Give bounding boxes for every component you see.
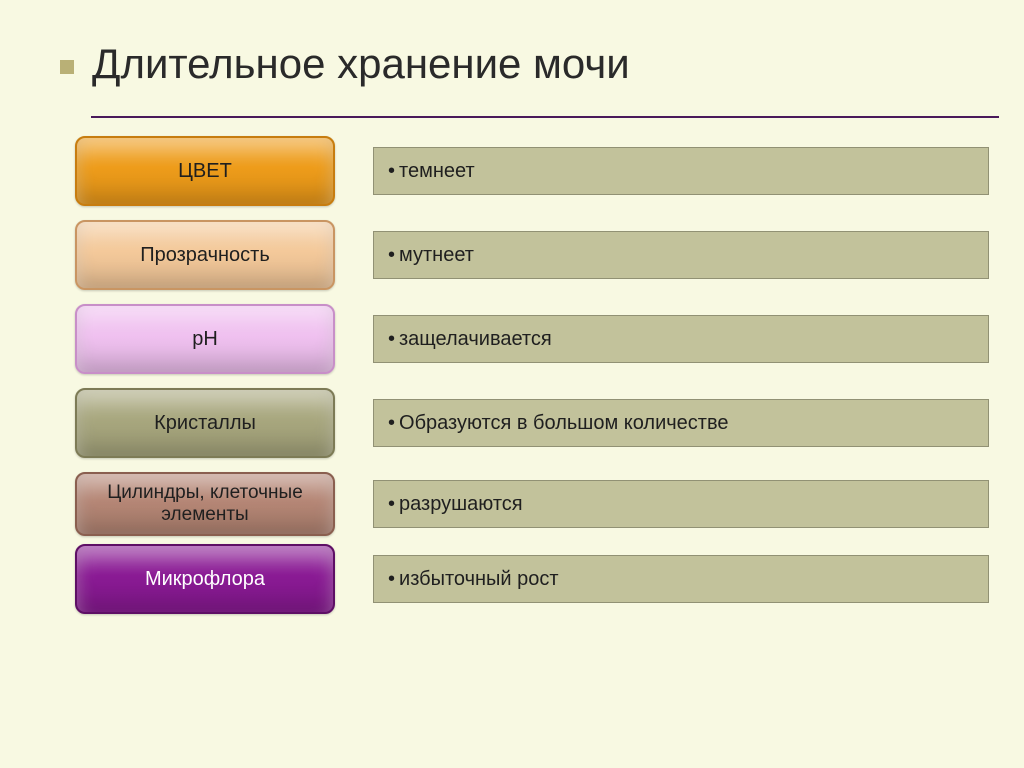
- page-title: Длительное хранение мочи: [92, 40, 630, 88]
- bullet-icon: •: [388, 413, 395, 433]
- title-row: Длительное хранение мочи: [60, 40, 989, 88]
- bullet-icon: •: [388, 161, 395, 181]
- row-crystals: Кристаллы • Образуются в большом количес…: [75, 388, 989, 458]
- label-box-color: ЦВЕТ: [75, 136, 335, 206]
- desc-box-color: • темнеет: [373, 147, 989, 195]
- label-box-crystals: Кристаллы: [75, 388, 335, 458]
- label-box-cylinders: Цилиндры, клеточные элементы: [75, 472, 335, 536]
- desc-box-cylinders: • разрушаются: [373, 480, 989, 528]
- label-box-ph: рН: [75, 304, 335, 374]
- label-box-microflora: Микрофлора: [75, 544, 335, 614]
- desc-box-crystals: • Образуются в большом количестве: [373, 399, 989, 447]
- title-underline: [91, 116, 999, 118]
- row-microflora: Микрофлора • избыточный рост: [75, 544, 989, 614]
- desc-text: разрушаются: [399, 493, 523, 516]
- desc-box-microflora: • избыточный рост: [373, 555, 989, 603]
- bullet-icon: •: [388, 245, 395, 265]
- bullet-icon: •: [388, 494, 395, 514]
- row-ph: рН • защелачивается: [75, 304, 989, 374]
- desc-text: мутнеет: [399, 244, 474, 267]
- desc-box-transparency: • мутнеет: [373, 231, 989, 279]
- desc-text: Образуются в большом количестве: [399, 412, 728, 435]
- desc-text: защелачивается: [399, 328, 552, 351]
- title-bullet: [60, 60, 74, 74]
- row-color: ЦВЕТ • темнеет: [75, 136, 989, 206]
- desc-text: темнеет: [399, 160, 475, 183]
- row-cylinders: Цилиндры, клеточные элементы • разрушают…: [75, 472, 989, 536]
- row-transparency: Прозрачность • мутнеет: [75, 220, 989, 290]
- desc-text: избыточный рост: [399, 568, 559, 591]
- label-box-transparency: Прозрачность: [75, 220, 335, 290]
- rows-container: ЦВЕТ • темнеет Прозрачность • мутнеет рН…: [75, 136, 989, 614]
- bullet-icon: •: [388, 569, 395, 589]
- desc-box-ph: • защелачивается: [373, 315, 989, 363]
- bullet-icon: •: [388, 329, 395, 349]
